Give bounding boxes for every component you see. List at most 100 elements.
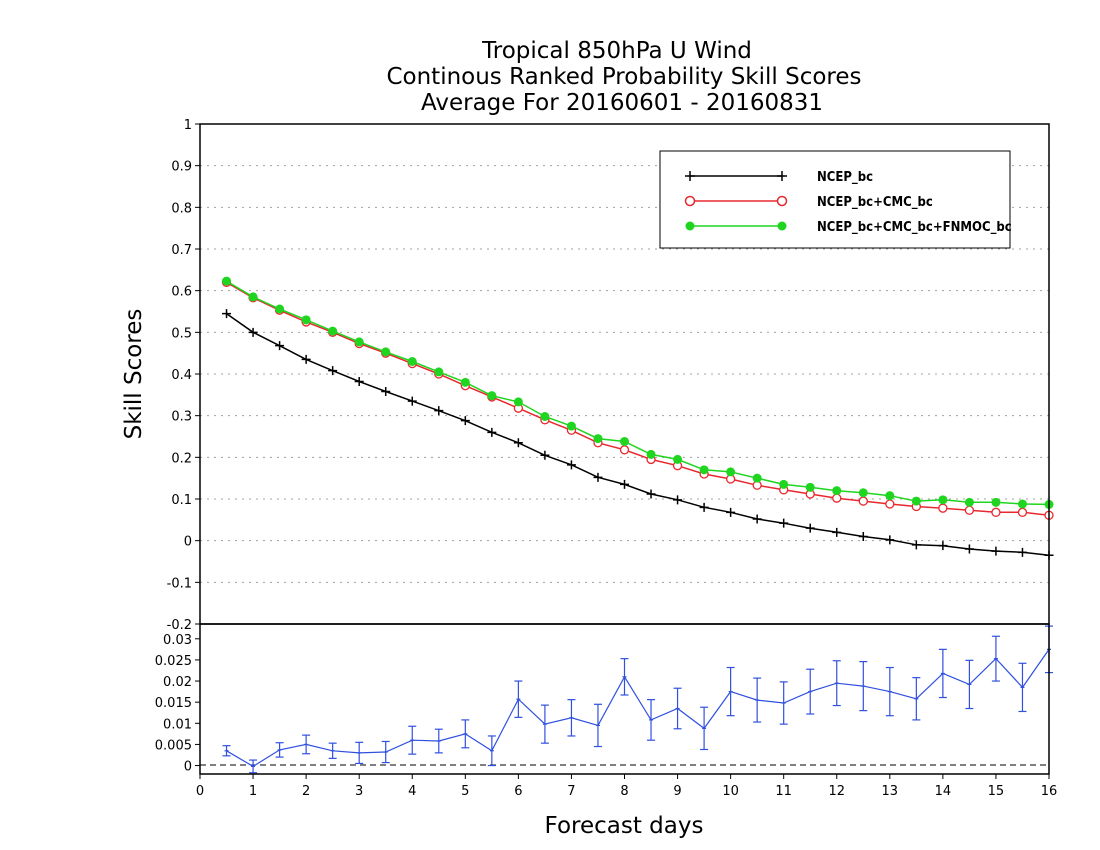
data-point [381,387,391,396]
legend-item-ncep-cmc-fnmoc: NCEP_bc+CMC_bc+FNMOC_bc [685,220,1012,235]
data-point [540,412,550,421]
y-tick-label: -0.2 [167,618,192,633]
error-bar [461,719,470,749]
data-point [832,486,842,496]
data-point [354,337,364,347]
y-tick-label: 0.1 [171,493,192,508]
y-tick-label: 0.02 [163,675,192,690]
error-bar [275,742,284,758]
difference-line [226,649,1050,768]
x-tick-label: 3 [355,784,363,799]
data-point [885,535,895,545]
data-point [275,304,285,314]
x-tick-label: 14 [935,784,952,799]
data-point [620,437,629,446]
data-point [699,502,709,512]
data-point [593,472,603,482]
data-point [301,354,311,364]
data-point [646,489,656,499]
y-tick-label: 1 [184,118,192,133]
difference-series [222,625,1053,774]
x-tick-label: 12 [828,784,845,799]
data-point [354,377,364,386]
error-bar [753,677,762,723]
y-tick-label: 0.3 [171,410,192,425]
series-line [226,312,1050,557]
legend-marker [777,171,787,181]
title-line-3: Average For 20160601 - 20160831 [421,90,823,116]
error-bar [779,681,788,725]
error-bar [938,648,947,699]
y-tick-label: 0.2 [171,451,192,466]
data-point [566,460,576,470]
data-point [858,488,868,498]
legend-label: NCEP_bc [817,170,873,185]
error-bar [859,661,868,712]
error-bar [965,659,974,710]
error-bar [700,706,709,751]
data-point [566,421,576,431]
data-point [328,366,338,376]
data-point [911,540,921,550]
error-bar [434,728,443,754]
error-bar [912,677,921,721]
x-tick-label: 15 [988,784,1005,799]
data-point [328,326,338,336]
error-bar [328,742,337,759]
data-point [938,495,948,505]
skill-score-series [221,276,1054,560]
error-bar [302,734,311,755]
series-ncep-bc [222,309,1054,560]
x-tick-label: 9 [673,784,681,799]
data-point [1017,499,1027,509]
data-point [593,434,603,444]
y-tick-label: 0.7 [171,243,192,258]
data-point [275,341,285,351]
error-bar [647,699,656,741]
error-bar [885,666,894,717]
error-bar [832,660,841,707]
data-point [222,309,232,319]
data-point [805,482,815,492]
data-point [248,292,258,302]
difference-panel-frame [199,623,1050,775]
error-bar [991,635,1000,682]
y-axis-label: Skill Scores [121,309,147,440]
data-point [513,438,523,448]
data-point [991,507,1001,517]
x-axis-label: Forecast days [545,813,704,839]
error-bar [806,668,815,715]
legend-marker [685,171,695,181]
x-tick-label: 8 [620,784,628,799]
x-tick-label: 2 [302,784,310,799]
error-bar [567,699,576,737]
legend-marker [684,195,696,207]
x-tick-label: 1 [249,784,257,799]
error-bar [1018,662,1027,713]
data-point [646,449,656,459]
data-point [673,454,683,464]
title-line-1: Tropical 850hPa U Wind [481,38,752,64]
legend-item-ncep-cmc: NCEP_bc+CMC_bc [684,195,933,210]
legend-label: NCEP_bc+CMC_bc [817,195,933,210]
data-point [1017,547,1027,557]
skill-score-panel: 1 0.9 0.8 0.7 0.6 0.5 0.4 0.3 0.2 0.1 0 -0.1 -0.2 Sk… [121,118,1054,633]
data-point [752,473,762,483]
x-tick-label: 11 [775,784,792,799]
x-tick-label: 16 [1041,784,1058,799]
data-point [222,276,232,286]
x-tick-label: 13 [882,784,899,799]
error-bar [593,703,602,748]
data-point [1017,507,1028,517]
data-point [991,497,1001,507]
data-point [460,377,470,387]
data-point [832,527,842,537]
data-point [964,505,975,515]
y-tick-label: 0.015 [155,696,192,711]
x-tick-label: 10 [722,784,739,799]
data-point [805,523,815,533]
data-point [938,503,948,513]
error-bar [514,680,523,718]
